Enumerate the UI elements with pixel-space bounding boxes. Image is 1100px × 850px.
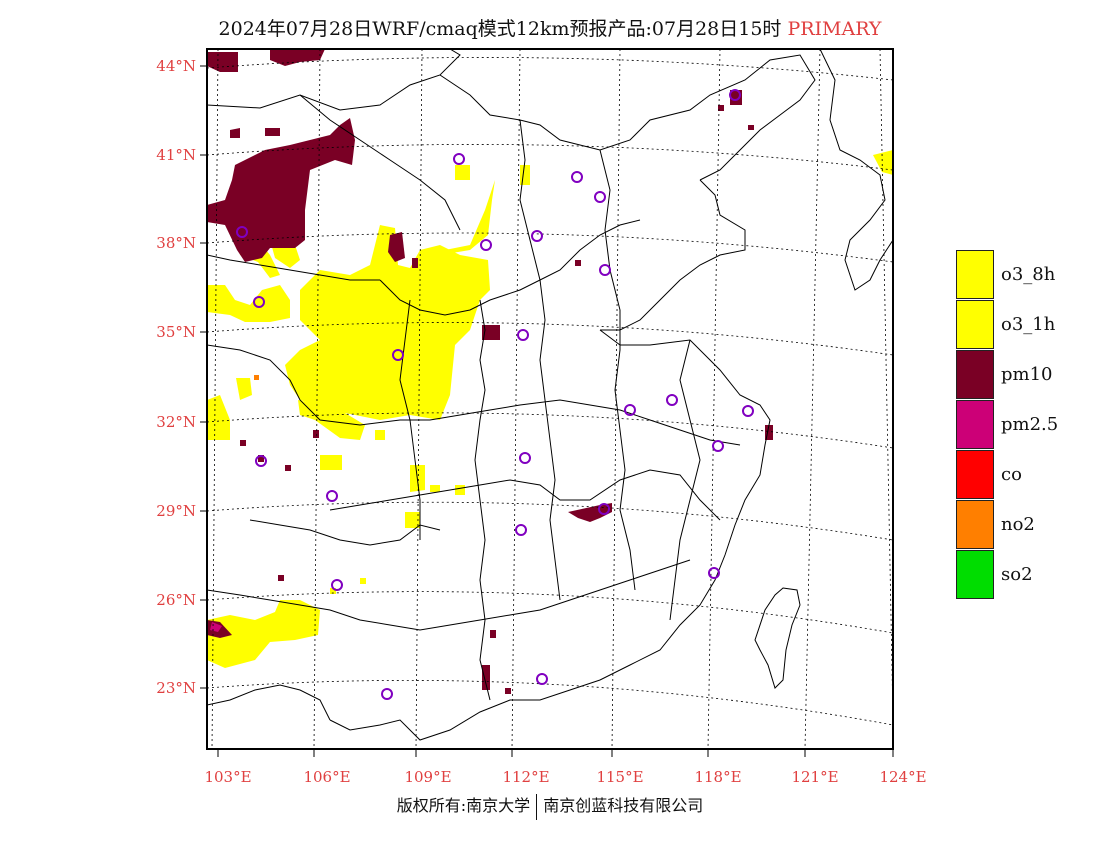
legend-item-no2: no2	[956, 499, 1058, 549]
lat-label-44: 44°N	[156, 57, 196, 75]
lon-label-112: 112°E	[502, 768, 549, 786]
station-markers	[236, 89, 754, 700]
lon-label-103: 103°E	[204, 768, 251, 786]
lat-axis: 44°N 41°N 38°N 35°N 32°N 29°N 26°N 23°N	[156, 57, 207, 697]
legend-swatch	[956, 399, 994, 449]
lon-label-124: 124°E	[879, 768, 926, 786]
legend-item-pm10: pm10	[956, 349, 1058, 399]
lon-label-109: 109°E	[404, 768, 451, 786]
map-frame	[206, 48, 894, 750]
legend-swatch	[956, 449, 994, 499]
legend-item-so2: so2	[956, 549, 1058, 599]
legend-label: co	[1001, 463, 1022, 485]
footer-right: 南京创蓝科技有限公司	[543, 796, 704, 815]
no2-regions	[254, 375, 259, 380]
lat-label-32: 32°N	[156, 413, 196, 431]
lon-label-106: 106°E	[303, 768, 350, 786]
title-main: 2024年07月28日WRF/cmaq模式12km预报产品:07月28日15时	[218, 18, 782, 40]
legend-label: so2	[1001, 563, 1033, 585]
lon-axis: 103°E 106°E 109°E 112°E 115°E 118°E 121°…	[204, 749, 927, 786]
legend-label: o3_1h	[1001, 313, 1056, 335]
legend-item-pm25: pm2.5	[956, 399, 1058, 449]
legend-item-o3-1h: o3_1h	[956, 299, 1058, 349]
lat-label-23: 23°N	[156, 679, 196, 697]
legend-swatch	[956, 299, 994, 349]
lon-label-121: 121°E	[791, 768, 838, 786]
legend-swatch	[956, 249, 994, 299]
legend: o3_8h o3_1h pm10 pm2.5 co no2 so2	[956, 249, 1058, 599]
lat-label-26: 26°N	[156, 591, 196, 609]
legend-swatch	[956, 349, 994, 399]
boundaries	[207, 49, 816, 741]
legend-label: pm2.5	[1001, 413, 1059, 435]
copyright-footer: 版权所有:南京大学 南京创蓝科技有限公司	[0, 792, 1100, 820]
legend-item-o3-8h: o3_8h	[956, 249, 1058, 299]
footer-separator	[536, 793, 538, 820]
o3-regions	[207, 150, 893, 668]
legend-label: o3_8h	[1001, 263, 1056, 285]
lon-label-118: 118°E	[694, 768, 741, 786]
legend-label: pm10	[1001, 363, 1053, 385]
korea-coast	[819, 49, 893, 291]
legend-item-co: co	[956, 449, 1058, 499]
legend-label: no2	[1001, 513, 1035, 535]
lat-label-41: 41°N	[156, 146, 196, 164]
legend-swatch	[956, 549, 994, 599]
title-tag: PRIMARY	[787, 18, 882, 40]
lat-label-38: 38°N	[156, 234, 196, 252]
map-content	[207, 49, 893, 749]
legend-swatch	[956, 499, 994, 549]
lat-label-29: 29°N	[156, 502, 196, 520]
lon-label-115: 115°E	[596, 768, 643, 786]
footer-left: 版权所有:南京大学	[396, 796, 531, 815]
map-title: 2024年07月28日WRF/cmaq模式12km预报产品:07月28日15时 P…	[0, 14, 1100, 41]
lat-label-35: 35°N	[156, 323, 196, 341]
taiwan	[754, 587, 801, 689]
